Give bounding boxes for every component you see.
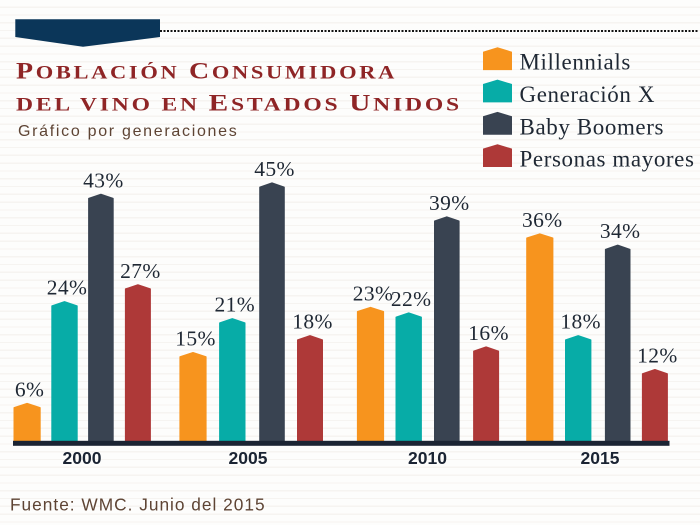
svg-text:Personas mayores: Personas mayores — [520, 147, 695, 172]
svg-text:2005: 2005 — [229, 448, 268, 468]
svg-text:43%: 43% — [83, 168, 124, 192]
svg-text:27%: 27% — [120, 259, 161, 283]
svg-text:18%: 18% — [292, 310, 333, 334]
svg-text:16%: 16% — [468, 321, 509, 345]
svg-text:2015: 2015 — [581, 448, 620, 468]
svg-text:18%: 18% — [560, 310, 601, 334]
svg-text:Fuente: WMC. Junio del 2015: Fuente: WMC. Junio del 2015 — [10, 495, 266, 515]
svg-text:Baby Boomers: Baby Boomers — [520, 114, 665, 139]
svg-text:36%: 36% — [522, 208, 563, 232]
svg-text:2010: 2010 — [408, 448, 447, 468]
svg-text:Generación X: Generación X — [520, 82, 656, 107]
svg-text:22%: 22% — [391, 287, 432, 311]
svg-text:39%: 39% — [429, 191, 470, 215]
svg-text:45%: 45% — [254, 157, 295, 181]
svg-text:Gráfico por generaciones: Gráfico por generaciones — [18, 123, 238, 140]
svg-text:6%: 6% — [15, 378, 44, 402]
svg-text:21%: 21% — [214, 293, 255, 317]
svg-text:15%: 15% — [175, 327, 216, 351]
svg-text:12%: 12% — [637, 344, 678, 368]
svg-text:24%: 24% — [47, 276, 88, 300]
svg-text:2000: 2000 — [63, 448, 102, 468]
svg-text:34%: 34% — [600, 219, 641, 243]
svg-text:Millennials: Millennials — [520, 50, 631, 75]
svg-text:23%: 23% — [353, 281, 394, 305]
